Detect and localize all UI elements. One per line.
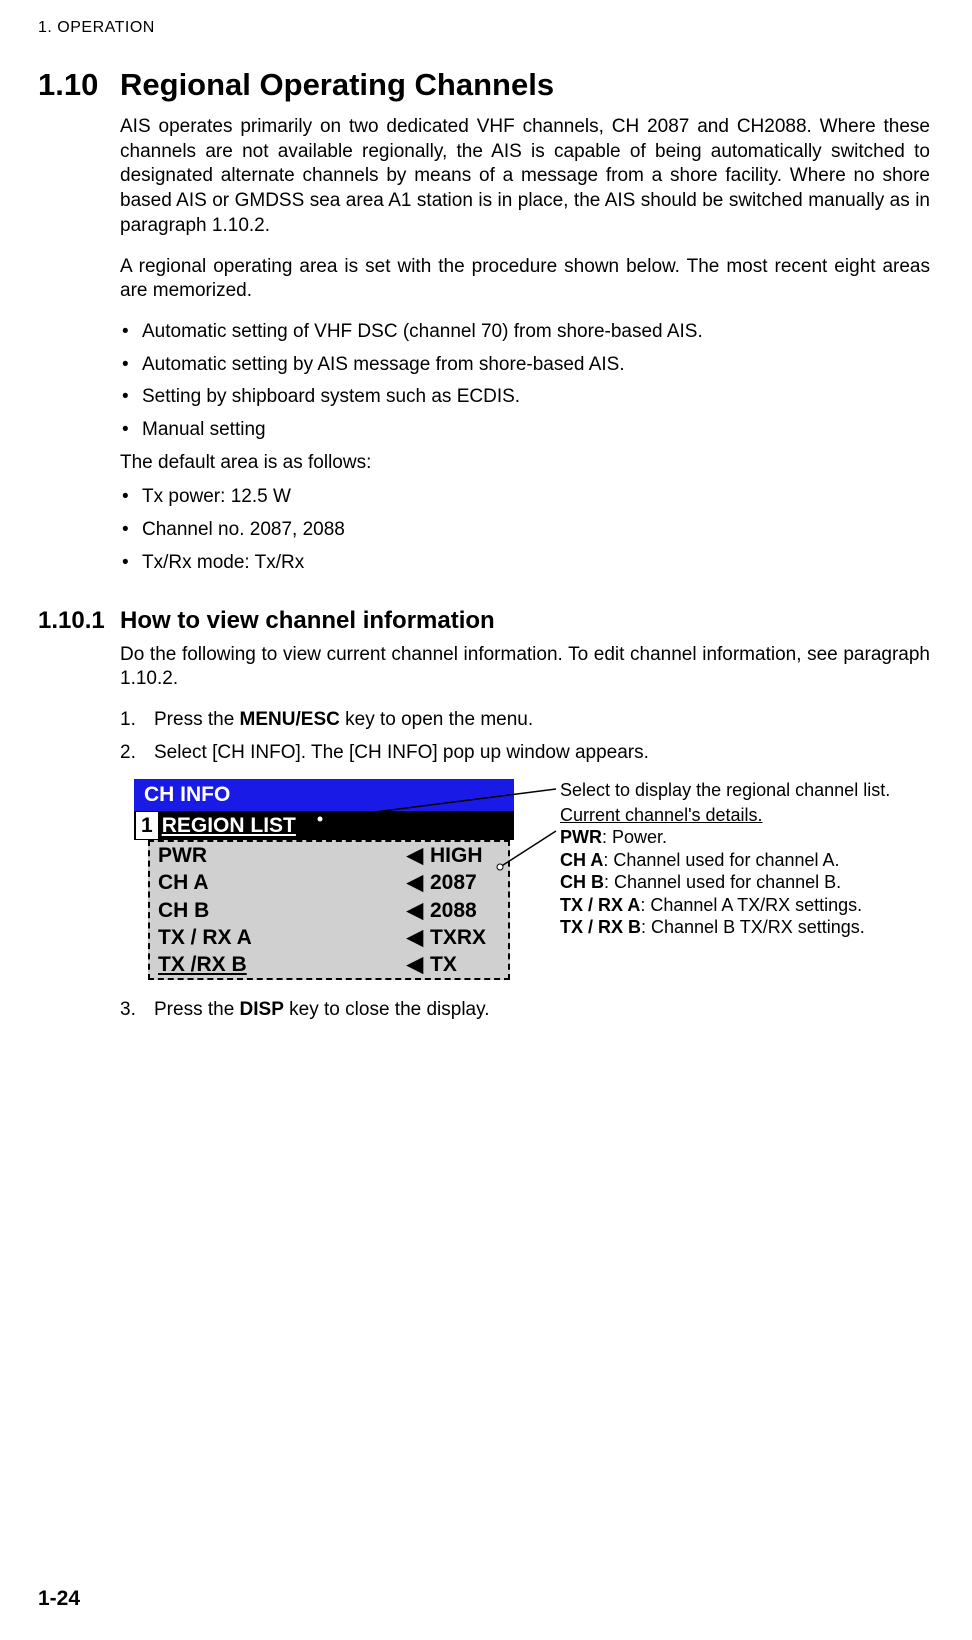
- detail-row: CH B ◀ 2088: [150, 897, 508, 924]
- subsection-heading: 1.10.1 How to view channel information: [38, 605, 934, 636]
- channel-details-box: PWR ◀ HIGH CH A ◀ 2087 CH B ◀ 2088: [148, 840, 510, 980]
- step-text: Select [CH INFO]. The [CH INFO] pop up w…: [154, 742, 649, 763]
- step-item: 1. Press the MENU/ESC key to open the me…: [120, 708, 930, 733]
- step-number: 2.: [120, 741, 136, 766]
- step-text: Press the: [154, 709, 240, 730]
- paragraph: Do the following to view current channel…: [120, 643, 930, 692]
- step-number: 3.: [120, 998, 136, 1023]
- panel-title: CH INFO: [134, 779, 514, 810]
- annotation-rest: : Channel used for channel A.: [603, 850, 839, 870]
- running-header: 1. OPERATION: [38, 18, 934, 39]
- section-number: 1.10: [38, 65, 120, 105]
- detail-row: TX /RX B ◀ TX: [150, 951, 508, 978]
- annotation-title: Current channel's details.: [560, 804, 900, 827]
- step-text: Press the: [154, 999, 240, 1020]
- left-arrow-icon: ◀: [406, 869, 424, 896]
- bullet-list: Automatic setting of VHF DSC (channel 70…: [120, 320, 930, 443]
- detail-label: PWR: [158, 842, 406, 869]
- list-item: Tx/Rx mode: Tx/Rx: [120, 551, 930, 576]
- annotation-rest: : Channel A TX/RX settings.: [640, 895, 862, 915]
- annotation-bold: TX / RX A: [560, 895, 640, 915]
- left-arrow-icon: ◀: [406, 842, 424, 869]
- step-item: 2. Select [CH INFO]. The [CH INFO] pop u…: [120, 741, 930, 766]
- bullet-list: Tx power: 12.5 W Channel no. 2087, 2088 …: [120, 485, 930, 575]
- annotation-line: Select to display the regional channel l…: [560, 779, 900, 802]
- detail-value: TX: [424, 951, 500, 978]
- paragraph: AIS operates primarily on two dedicated …: [120, 115, 930, 238]
- list-item: Setting by shipboard system such as ECDI…: [120, 385, 930, 410]
- list-item: Automatic setting of VHF DSC (channel 70…: [120, 320, 930, 345]
- left-arrow-icon: ◀: [406, 951, 424, 978]
- detail-row: PWR ◀ HIGH: [150, 842, 508, 869]
- annotation-block: Select to display the regional channel l…: [560, 779, 900, 939]
- paragraph: The default area is as follows:: [120, 451, 930, 476]
- ch-info-panel: CH INFO 1 REGION LIST PWR ◀ HIGH CH A ◀ …: [134, 779, 514, 984]
- detail-value: TXRX: [424, 924, 500, 951]
- step-list: 1. Press the MENU/ESC key to open the me…: [120, 708, 930, 765]
- step-item: 3. Press the DISP key to close the displ…: [120, 998, 930, 1023]
- annotation-line: TX / RX B: Channel B TX/RX settings.: [560, 916, 900, 939]
- subsection-title: How to view channel information: [120, 605, 495, 636]
- annotation-rest: : Power.: [602, 827, 667, 847]
- annotation-bold: CH B: [560, 872, 604, 892]
- detail-row: CH A ◀ 2087: [150, 869, 508, 896]
- detail-row: TX / RX A ◀ TXRX: [150, 924, 508, 951]
- page-number: 1-24: [38, 1585, 80, 1612]
- list-item: Manual setting: [120, 418, 930, 443]
- left-arrow-icon: ◀: [406, 897, 424, 924]
- annotation-line: CH A: Channel used for channel A.: [560, 849, 900, 872]
- detail-label: TX / RX A: [158, 924, 406, 951]
- list-item: Tx power: 12.5 W: [120, 485, 930, 510]
- list-item: Automatic setting by AIS message from sh…: [120, 353, 930, 378]
- annotation-line: TX / RX A: Channel A TX/RX settings.: [560, 894, 900, 917]
- detail-value: 2087: [424, 869, 500, 896]
- left-arrow-icon: ◀: [406, 924, 424, 951]
- step-text: key to close the display.: [284, 999, 490, 1020]
- ch-info-figure: CH INFO 1 REGION LIST PWR ◀ HIGH CH A ◀ …: [134, 779, 930, 984]
- annotation-rest: : Channel B TX/RX settings.: [641, 917, 865, 937]
- annotation-bold: PWR: [560, 827, 602, 847]
- paragraph: A regional operating area is set with th…: [120, 255, 930, 304]
- list-item: Channel no. 2087, 2088: [120, 518, 930, 543]
- step-text: key to open the menu.: [340, 709, 533, 730]
- region-badge: 1: [136, 812, 158, 839]
- subsection-number: 1.10.1: [38, 605, 120, 636]
- region-label: REGION LIST: [162, 812, 296, 839]
- step-list: 3. Press the DISP key to close the displ…: [120, 998, 930, 1023]
- annotation-bold: CH A: [560, 850, 603, 870]
- annotation-rest: : Channel used for channel B.: [604, 872, 841, 892]
- detail-label: CH B: [158, 897, 406, 924]
- section-title: Regional Operating Channels: [120, 65, 554, 105]
- region-list-row: 1 REGION LIST: [134, 811, 514, 840]
- detail-value: 2088: [424, 897, 500, 924]
- annotation-line: PWR: Power.: [560, 826, 900, 849]
- detail-label: TX /RX B: [158, 951, 406, 978]
- key-name: DISP: [240, 999, 284, 1020]
- annotation-bold: TX / RX B: [560, 917, 641, 937]
- step-number: 1.: [120, 708, 136, 733]
- detail-label: CH A: [158, 869, 406, 896]
- detail-value: HIGH: [424, 842, 500, 869]
- key-name: MENU/ESC: [240, 709, 340, 730]
- annotation-line: CH B: Channel used for channel B.: [560, 871, 900, 894]
- section-heading: 1.10 Regional Operating Channels: [38, 65, 934, 105]
